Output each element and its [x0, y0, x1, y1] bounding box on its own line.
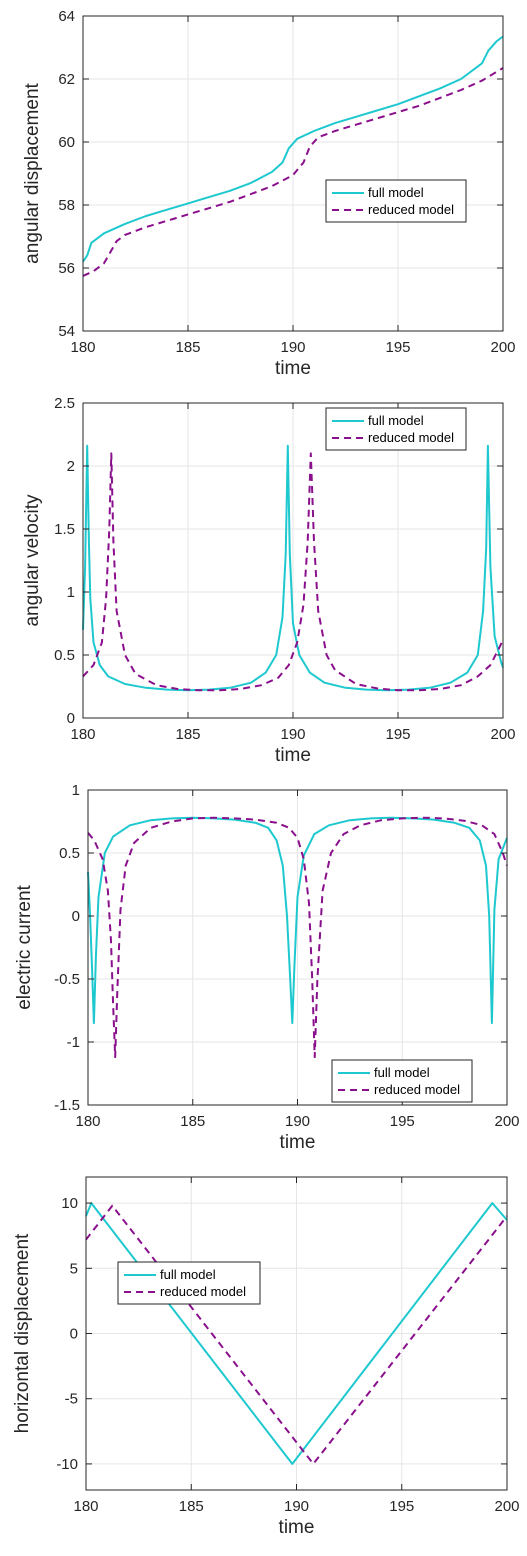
legend-box — [325, 407, 467, 451]
y-tick-label: 2 — [67, 458, 75, 475]
x-axis-label: time — [275, 358, 311, 379]
x-tick-label: 195 — [390, 1113, 415, 1130]
reduced-model-series-line — [85, 1204, 508, 1465]
y-tick-label: 0 — [70, 1326, 78, 1343]
x-tick-label: 200 — [494, 1113, 519, 1130]
x-tick-label: 195 — [389, 1498, 414, 1515]
x-tick-label: 180 — [70, 726, 95, 743]
y-tick-label: 60 — [58, 134, 75, 151]
legend-label: reduced model — [368, 202, 454, 217]
y-axis-label: horizontal displacement — [12, 1233, 33, 1433]
legend-box — [331, 1059, 473, 1103]
x-tick-label: 185 — [175, 339, 200, 356]
full-model-series-line — [82, 35, 504, 263]
y-tick-label: 0.5 — [54, 647, 75, 664]
legend: full model reduced model — [117, 1261, 261, 1305]
legend-box — [117, 1261, 261, 1305]
legend-label: full model — [368, 185, 424, 200]
full-model-series-line — [82, 444, 504, 692]
legend-label: full model — [160, 1267, 216, 1282]
legend-label: reduced model — [368, 430, 454, 445]
legend: full model reduced model — [325, 179, 467, 223]
legend: full model reduced model — [331, 1059, 473, 1103]
chart-panel-4: 180 185 190 195 200 -10 -5 0 5 10 time horizontal d… — [12, 1176, 520, 1538]
y-tick-label: 0 — [67, 710, 75, 727]
y-tick-label: -10 — [56, 1456, 78, 1473]
legend-box — [325, 179, 467, 223]
legend-label: reduced model — [374, 1082, 460, 1097]
full-model-series-line — [87, 816, 508, 1025]
y-axis-label: electric current — [14, 884, 35, 1009]
x-tick-label: 180 — [73, 1498, 98, 1515]
x-tick-label: 180 — [70, 339, 95, 356]
x-tick-label: 185 — [179, 1498, 204, 1515]
x-tick-label: 190 — [280, 339, 305, 356]
y-tick-label: 54 — [58, 323, 75, 340]
x-tick-label: 200 — [490, 339, 515, 356]
legend-label: full model — [374, 1065, 430, 1080]
chart-panel-3: 180 185 190 195 200 -1.5 -1 -0.5 0 0.5 1 time electr… — [14, 782, 520, 1153]
y-tick-label: 58 — [58, 197, 75, 214]
y-tick-label: 64 — [58, 8, 75, 25]
x-tick-label: 180 — [75, 1113, 100, 1130]
x-axis-label: time — [280, 1132, 316, 1153]
x-axis-label: time — [275, 745, 311, 766]
y-tick-label: 1 — [67, 584, 75, 601]
x-tick-label: 200 — [490, 726, 515, 743]
x-tick-label: 195 — [385, 726, 410, 743]
y-tick-label: -0.5 — [54, 971, 80, 988]
reduced-model-series-line — [87, 816, 508, 1059]
y-tick-label: 10 — [61, 1195, 78, 1212]
y-tick-label: -1 — [67, 1034, 80, 1051]
x-tick-label: 185 — [180, 1113, 205, 1130]
x-tick-label: 200 — [494, 1498, 519, 1515]
y-tick-label: -5 — [65, 1391, 78, 1408]
x-axis-label: time — [279, 1517, 315, 1538]
y-tick-label: 62 — [58, 71, 75, 88]
y-tick-label: 5 — [70, 1260, 78, 1277]
y-tick-label: 1.5 — [54, 521, 75, 538]
y-axis-label: angular displacement — [22, 82, 43, 263]
full-model-series-line — [85, 1202, 508, 1465]
reduced-model-series-line — [82, 452, 504, 692]
chart-panel-2: 180 185 190 195 200 0 0.5 1 1.5 2 2.5 time angular v… — [22, 395, 516, 766]
legend-label: reduced model — [160, 1284, 246, 1299]
x-tick-label: 190 — [284, 1498, 309, 1515]
x-tick-label: 185 — [175, 726, 200, 743]
reduced-model-series-line — [82, 67, 504, 277]
legend: full model reduced model — [325, 407, 467, 451]
y-tick-label: 1 — [72, 782, 80, 799]
chart-panel-1: 180 185 190 195 200 54 56 58 60 62 64 time angular d… — [22, 8, 516, 379]
y-tick-label: -1.5 — [54, 1097, 80, 1114]
x-tick-label: 195 — [385, 339, 410, 356]
x-tick-label: 190 — [285, 1113, 310, 1130]
y-tick-label: 56 — [58, 260, 75, 277]
x-tick-label: 190 — [280, 726, 305, 743]
y-axis-label: angular velocity — [22, 494, 43, 627]
y-tick-label: 0 — [72, 908, 80, 925]
y-tick-label: 0.5 — [59, 845, 80, 862]
y-tick-label: 2.5 — [54, 395, 75, 412]
legend-label: full model — [368, 413, 424, 428]
